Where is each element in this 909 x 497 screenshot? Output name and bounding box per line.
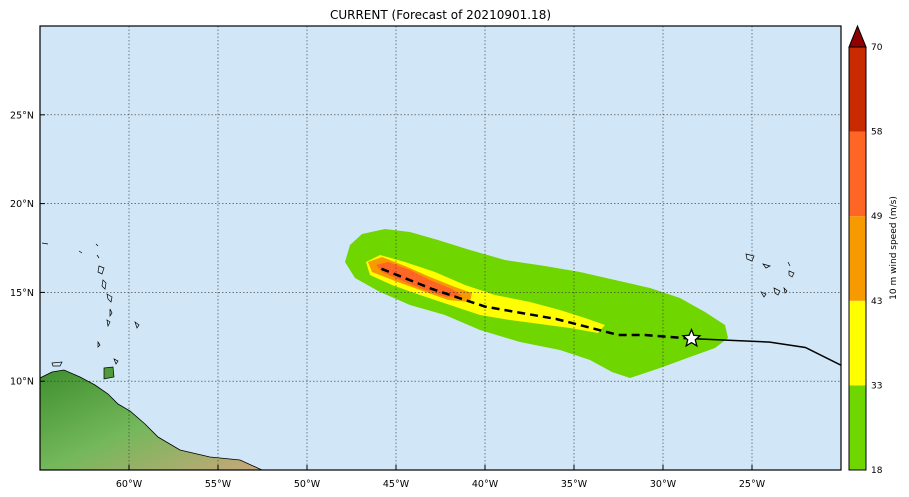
lon-tick-label: 30°W <box>650 479 677 490</box>
latitude-labels: 10°N 15°N 20°N 25°N <box>10 110 45 388</box>
lat-tick-label: 10°N <box>10 377 34 388</box>
past-track-line <box>691 337 841 366</box>
colorbar-segment <box>849 300 866 386</box>
colorbar-tick-label: 70 <box>871 43 883 53</box>
lat-tick-label: 15°N <box>10 288 34 299</box>
colorbar-frame <box>848 46 867 471</box>
map-frame <box>39 25 842 471</box>
caribbean-islands <box>41 242 140 367</box>
wind-swath-18 <box>345 229 728 378</box>
wind-swath-33 <box>366 255 605 333</box>
wind-swath-49 <box>376 262 462 297</box>
colorbar: 18 33 43 49 58 70 <box>848 24 883 476</box>
lon-tick-label: 55°W <box>205 479 232 490</box>
colorbar-tick-label: 58 <box>871 128 883 138</box>
colorbar-segment <box>849 385 866 470</box>
lon-tick-label: 60°W <box>116 479 143 490</box>
star-icon <box>681 327 702 348</box>
lat-tick-label: 20°N <box>10 199 34 210</box>
south-america-land <box>40 369 263 470</box>
colorbar-segment <box>849 216 866 301</box>
forecast-track-line <box>377 266 692 340</box>
lon-tick-label: 45°W <box>383 479 410 490</box>
trinidad-island <box>103 366 115 380</box>
colorbar-tick-label: 33 <box>871 381 882 391</box>
longitude-labels: 60°W 55°W 50°W 45°W 40°W 35°W 30°W 25°W <box>116 465 766 490</box>
lat-tick-label: 25°N <box>10 110 34 121</box>
lon-tick-label: 25°W <box>739 479 766 490</box>
lon-tick-label: 40°W <box>472 479 499 490</box>
colorbar-segment <box>849 47 866 132</box>
colorbar-label: 10 m wind speed (m/s) <box>889 196 899 300</box>
colorbar-segment <box>849 131 866 217</box>
lon-tick-label: 50°W <box>294 479 321 490</box>
colorbar-tick-label: 49 <box>871 212 883 222</box>
cape-verde-islands <box>745 253 795 298</box>
gridlines <box>40 26 841 470</box>
colorbar-tick-label: 43 <box>871 297 882 307</box>
colorbar-extend-arrow <box>848 24 867 48</box>
lon-tick-label: 35°W <box>561 479 588 490</box>
colorbar-tick-label: 18 <box>871 466 883 476</box>
map-title: CURRENT (Forecast of 20210901.18) <box>329 8 552 22</box>
